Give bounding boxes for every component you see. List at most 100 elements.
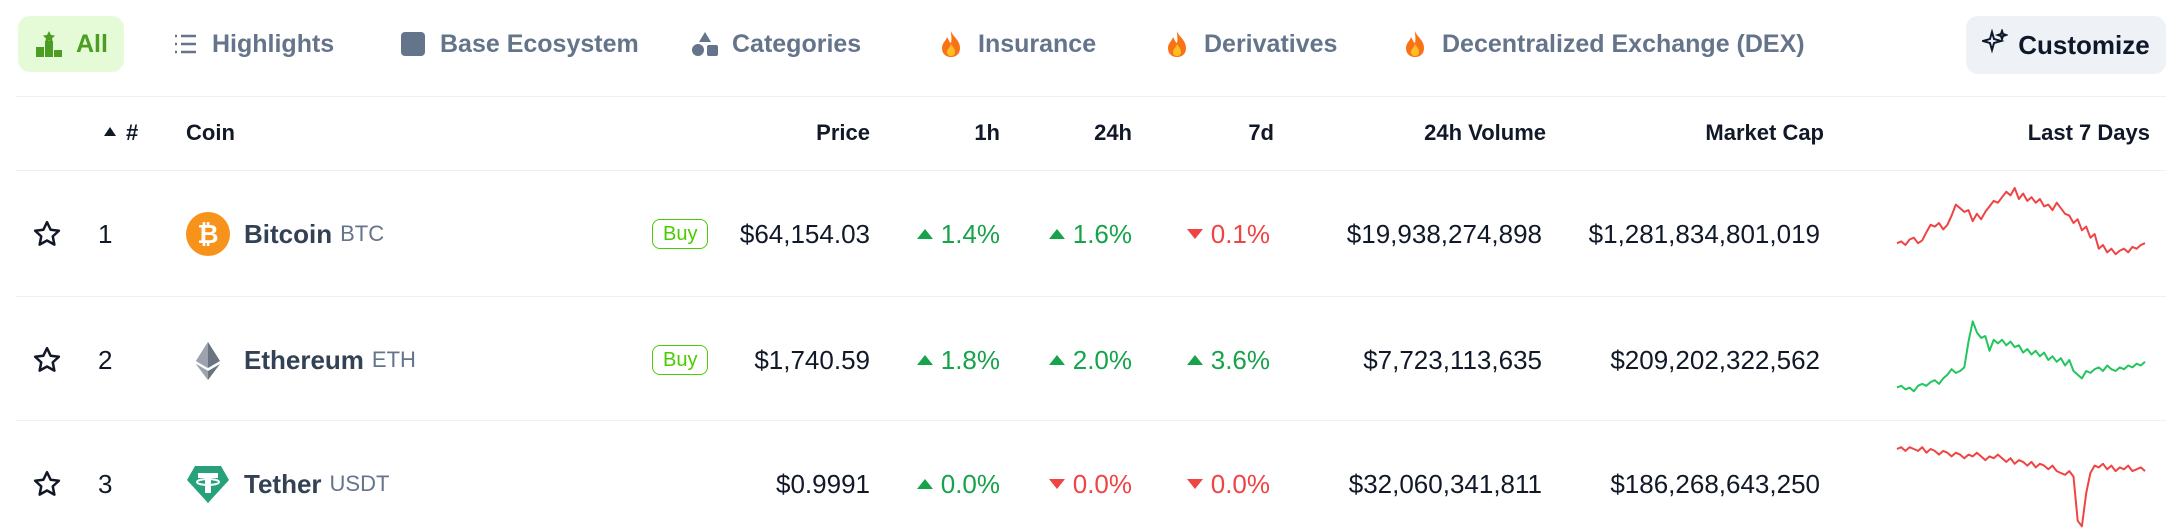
caret-up-icon [916, 355, 933, 365]
tab-derivatives[interactable]: Derivatives [1146, 16, 1353, 72]
svg-text:₿: ₿ [197, 220, 218, 250]
category-tabs: All Highlights Base Ecosystem Categories… [0, 0, 2176, 96]
coin-symbol: ETH [371, 347, 416, 372]
square-icon [398, 29, 428, 59]
rank: 2 [98, 344, 113, 375]
header-24h[interactable]: 24h [1094, 120, 1132, 145]
header-last-7-days: Last 7 Days [2027, 120, 2150, 145]
volume-24h: $19,938,274,898 [1346, 218, 1542, 249]
change-7d: 3.6% [1150, 298, 1270, 422]
coin-name-link[interactable]: Bitcoin BTC [244, 172, 384, 296]
market-cap: $209,202,322,562 [1610, 344, 1820, 375]
favorite-star-icon[interactable] [32, 422, 66, 532]
buy-button[interactable]: Buy [652, 172, 716, 296]
change-1h: 0.0% [890, 422, 1000, 532]
caret-up-icon [916, 479, 933, 489]
buy-button[interactable]: Buy [652, 298, 716, 422]
price: $0.9991 [776, 468, 870, 499]
divider [16, 96, 2166, 97]
tether-logo-icon [186, 422, 230, 532]
price: $64,154.03 [739, 218, 870, 249]
volume-24h: $32,060,341,811 [1348, 468, 1542, 499]
buy-label: Buy [652, 219, 709, 249]
price: $1,740.59 [754, 344, 870, 375]
change-value: 3.6% [1210, 344, 1270, 375]
table-row[interactable]: 1 ₿ Bitcoin BTC Buy $64,154.03 1.4% 1.6%… [0, 172, 2176, 296]
tab-label: Decentralized Exchange (DEX) [1442, 29, 1805, 58]
caret-up-icon [1048, 229, 1065, 239]
change-value: 1.4% [940, 218, 1000, 249]
coin-symbol: BTC [340, 221, 385, 246]
change-value: 0.0% [1072, 468, 1132, 499]
caret-down-icon [1186, 479, 1203, 489]
volume-24h: $7,723,113,635 [1363, 344, 1542, 375]
caret-up-icon [1048, 355, 1065, 365]
rank: 1 [98, 218, 113, 249]
sparkline-path [1896, 320, 2146, 393]
tab-label: Insurance [978, 29, 1097, 58]
customize-button[interactable]: Customize [1966, 16, 2166, 74]
caret-up-icon [916, 229, 933, 239]
tab-dex[interactable]: Decentralized Exchange (DEX) [1384, 16, 1821, 72]
coin-name: Bitcoin [244, 218, 333, 249]
header-coin[interactable]: Coin [186, 120, 235, 145]
coin-name-link[interactable]: Tether USDT [244, 422, 389, 532]
shapes-icon [690, 29, 720, 59]
caret-down-icon [1186, 229, 1203, 239]
change-value: 0.1% [1210, 218, 1270, 249]
sparkline-path [1896, 446, 2146, 528]
sparkline-7d [1896, 172, 2146, 296]
sparkline-7d [1896, 298, 2146, 422]
tab-all[interactable]: All [18, 16, 124, 72]
coin-name: Ethereum [244, 344, 364, 375]
tab-highlights[interactable]: Highlights [154, 16, 350, 72]
change-7d: 0.0% [1150, 422, 1270, 532]
podium-icon [34, 29, 64, 59]
favorite-star-icon[interactable] [32, 172, 66, 296]
change-value: 1.6% [1072, 218, 1132, 249]
sparkline-7d [1896, 422, 2146, 532]
favorite-star-icon[interactable] [32, 298, 66, 422]
sparkline-path [1896, 187, 2146, 256]
tab-label: Derivatives [1204, 29, 1338, 58]
market-cap: $186,268,643,250 [1610, 468, 1820, 499]
coin-name-link[interactable]: Ethereum ETH [244, 298, 416, 422]
tab-label: Highlights [212, 29, 335, 58]
bitcoin-logo-icon: ₿ [186, 172, 230, 296]
header-7d[interactable]: 7d [1248, 120, 1274, 145]
tab-categories[interactable]: Categories [674, 16, 877, 72]
tab-label: Base Ecosystem [440, 29, 639, 58]
tab-base-ecosystem[interactable]: Base Ecosystem [382, 16, 655, 72]
header-price[interactable]: Price [816, 120, 870, 145]
fire-icon [936, 29, 966, 59]
fire-icon [1162, 29, 1192, 59]
divider [16, 420, 2166, 421]
tab-label: Categories [732, 29, 862, 58]
divider [16, 296, 2166, 297]
change-value: 2.0% [1072, 344, 1132, 375]
change-value: 1.8% [940, 344, 1000, 375]
header-rank[interactable]: # [126, 120, 139, 145]
header-24h-volume[interactable]: 24h Volume [1424, 120, 1546, 145]
coin-name: Tether [244, 468, 322, 499]
ethereum-logo-icon [186, 298, 230, 422]
divider [16, 170, 2166, 171]
tab-label: All [76, 29, 108, 58]
change-1h: 1.4% [890, 172, 1000, 296]
caret-down-icon [1048, 479, 1065, 489]
buy-label: Buy [652, 345, 709, 375]
caret-up-icon [1186, 355, 1203, 365]
table-row[interactable]: 3 Tether USDT $0.9991 0.0% 0.0% 0.0% $32… [0, 422, 2176, 532]
fire-icon [1400, 29, 1430, 59]
sort-caret-icon[interactable] [104, 127, 116, 136]
sparkles-icon [1979, 27, 2010, 62]
list-icon [170, 29, 200, 59]
change-value: 0.0% [1210, 468, 1270, 499]
tab-insurance[interactable]: Insurance [920, 16, 1112, 72]
change-7d: 0.1% [1150, 172, 1270, 296]
header-market-cap[interactable]: Market Cap [1705, 120, 1824, 145]
change-24h: 2.0% [1020, 298, 1132, 422]
header-1h[interactable]: 1h [974, 120, 1000, 145]
table-row[interactable]: 2 Ethereum ETH Buy $1,740.59 1.8% 2.0% 3… [0, 298, 2176, 422]
customize-label: Customize [2018, 29, 2150, 60]
